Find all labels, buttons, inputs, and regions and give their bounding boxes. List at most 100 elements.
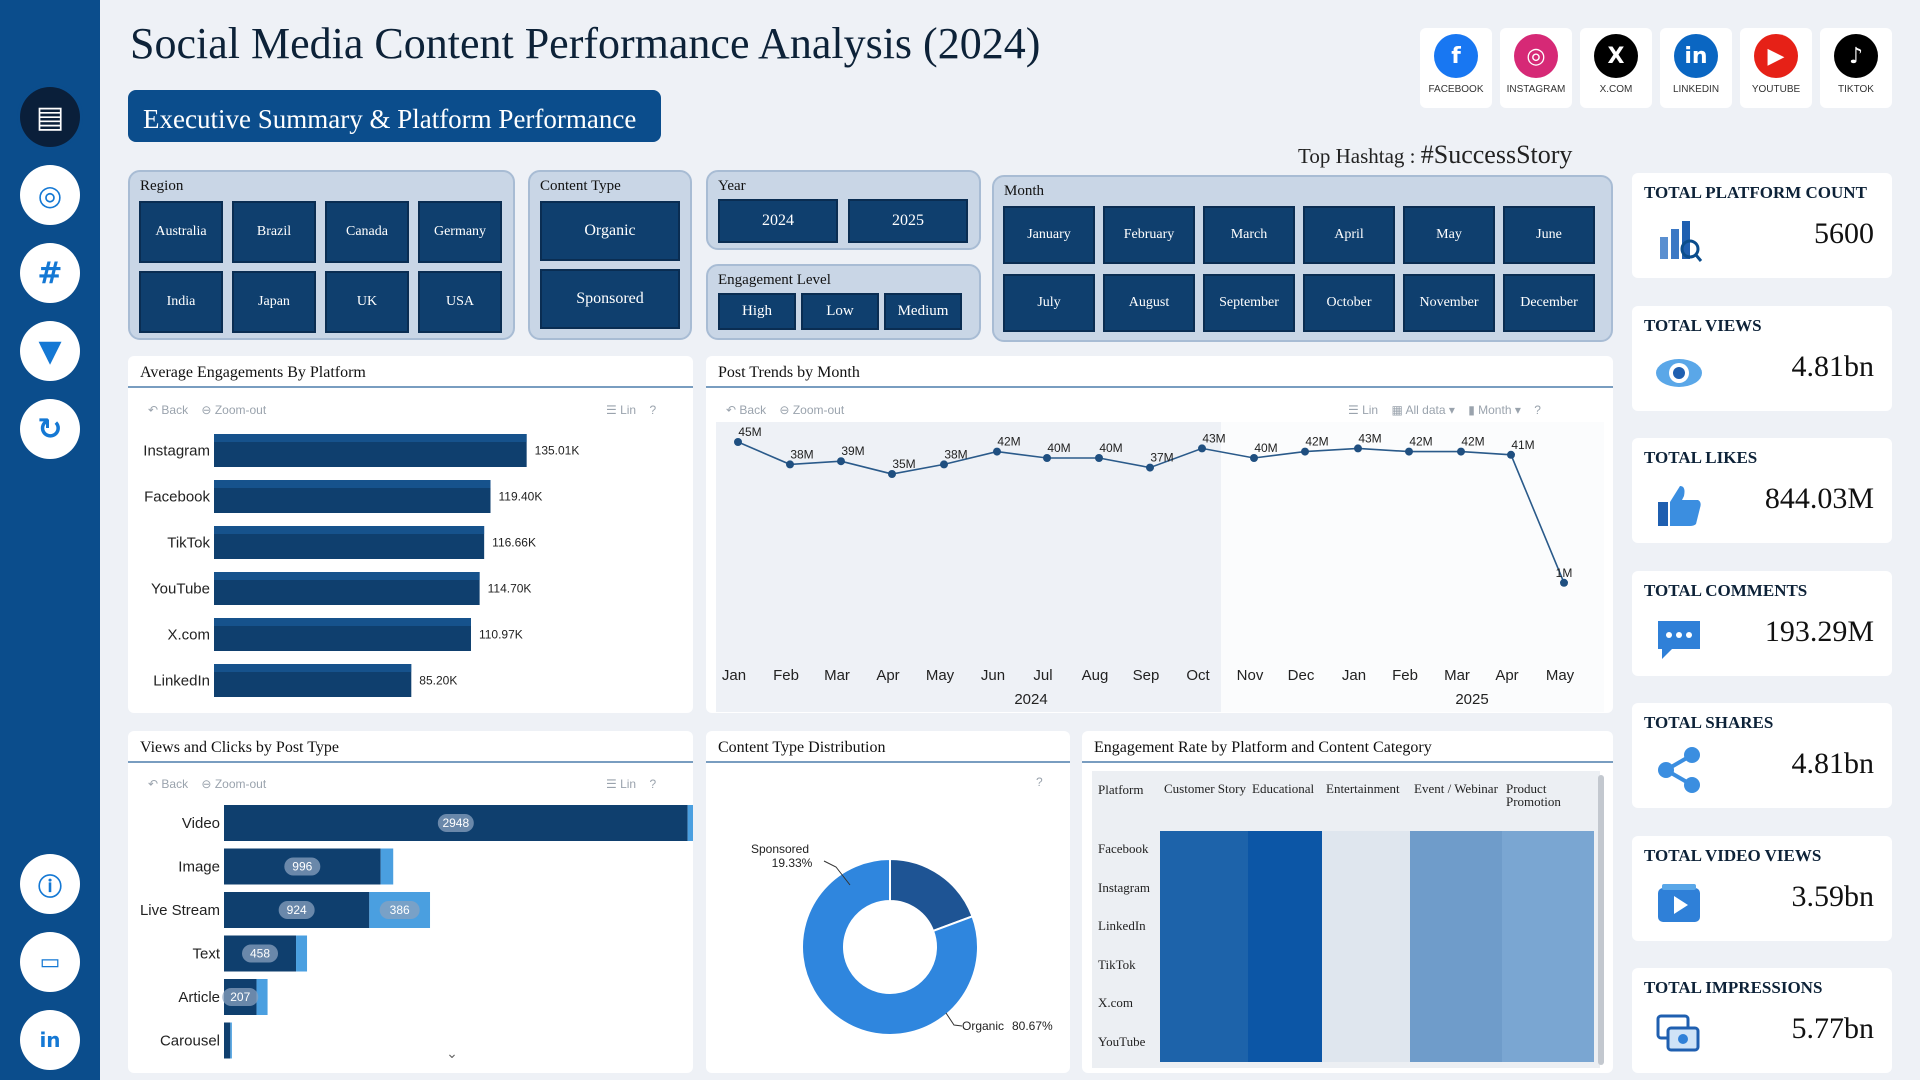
social-link-linkedin[interactable]: in LINKEDIN xyxy=(1660,28,1732,108)
back-button[interactable]: ↶ Back xyxy=(148,777,189,791)
trend-point-14[interactable] xyxy=(1457,447,1465,456)
help-icon[interactable]: ? xyxy=(649,403,657,417)
trend-point-1[interactable] xyxy=(786,460,794,469)
year-2025-button[interactable]: 2025 xyxy=(848,199,968,243)
trend-point-15[interactable] xyxy=(1507,450,1515,459)
heatmap-cell[interactable] xyxy=(1410,869,1502,908)
heatmap-cell[interactable] xyxy=(1410,1023,1502,1062)
heatmap-cell[interactable] xyxy=(1502,869,1594,908)
region-uk-button[interactable]: UK xyxy=(325,271,409,333)
heatmap-cell[interactable] xyxy=(1410,985,1502,1024)
trend-point-16[interactable] xyxy=(1560,578,1568,587)
social-link-youtube[interactable]: ▶ YOUTUBE xyxy=(1740,28,1812,108)
region-germany-button[interactable]: Germany xyxy=(418,201,502,263)
trend-point-7[interactable] xyxy=(1095,454,1103,462)
trend-point-6[interactable] xyxy=(1043,454,1051,462)
target-nav-button[interactable]: ◎ xyxy=(20,165,80,225)
filter-nav-button[interactable]: ▼ xyxy=(20,321,80,381)
content-type-sponsored-button[interactable]: Sponsored xyxy=(540,269,680,329)
month-february-button[interactable]: February xyxy=(1103,206,1195,264)
help-icon[interactable]: ? xyxy=(1036,775,1043,789)
zoom-out-button[interactable]: ⊖ Zoom-out xyxy=(779,403,845,417)
social-link-facebook[interactable]: f FACEBOOK xyxy=(1420,28,1492,108)
month-dropdown[interactable]: ▮ Month ▾ xyxy=(1468,403,1521,417)
heatmap-cell[interactable] xyxy=(1160,946,1248,985)
help-icon[interactable]: ? xyxy=(1534,403,1541,417)
lin-toggle[interactable]: ☰ Lin xyxy=(1348,403,1379,417)
heatmap-cell[interactable] xyxy=(1502,985,1594,1024)
zoom-out-button[interactable]: ⊖ Zoom-out xyxy=(201,777,267,791)
social-link-tiktok[interactable]: ♪ TIKTOK xyxy=(1820,28,1892,108)
lin-toggle[interactable]: ☰ Lin xyxy=(606,403,637,417)
heatmap-cell[interactable] xyxy=(1160,908,1248,947)
engagement-low-button[interactable]: Low xyxy=(801,293,879,330)
back-button[interactable]: ↶ Back xyxy=(726,403,767,417)
month-december-button[interactable]: December xyxy=(1503,274,1595,332)
month-november-button[interactable]: November xyxy=(1403,274,1495,332)
trend-point-0[interactable] xyxy=(734,438,742,446)
clicks-bar-3[interactable] xyxy=(296,935,308,972)
month-september-button[interactable]: September xyxy=(1203,274,1295,332)
back-button[interactable]: ↶ Back xyxy=(148,403,189,417)
lin-toggle[interactable]: ☰ Lin xyxy=(606,777,637,791)
trend-point-3[interactable] xyxy=(888,470,896,478)
region-usa-button[interactable]: USA xyxy=(418,271,502,333)
heatmap-cell[interactable] xyxy=(1160,1023,1248,1062)
region-canada-button[interactable]: Canada xyxy=(325,201,409,263)
heatmap-cell[interactable] xyxy=(1322,946,1410,985)
scroll-down-icon[interactable]: ⌄ xyxy=(446,1046,458,1062)
qa-nav-button[interactable]: ▭ xyxy=(20,932,80,992)
trend-point-5[interactable] xyxy=(993,447,1001,456)
trend-point-4[interactable] xyxy=(940,460,948,469)
heatmap-cell[interactable] xyxy=(1248,946,1322,985)
month-may-button[interactable]: May xyxy=(1403,206,1495,264)
zoom-out-button[interactable]: ⊖ Zoom-out xyxy=(201,403,267,417)
heatmap-cell[interactable] xyxy=(1502,946,1594,985)
help-icon[interactable]: ? xyxy=(649,777,657,791)
month-march-button[interactable]: March xyxy=(1203,206,1295,264)
trend-point-13[interactable] xyxy=(1405,447,1413,456)
heatmap-cell[interactable] xyxy=(1248,908,1322,947)
heatmap-cell[interactable] xyxy=(1502,831,1594,870)
trend-point-10[interactable] xyxy=(1250,454,1258,462)
region-india-button[interactable]: India xyxy=(139,271,223,333)
trend-point-2[interactable] xyxy=(837,457,845,466)
month-october-button[interactable]: October xyxy=(1303,274,1395,332)
heatmap-cell[interactable] xyxy=(1248,1023,1322,1062)
content-type-organic-button[interactable]: Organic xyxy=(540,201,680,261)
trend-point-8[interactable] xyxy=(1146,463,1154,472)
social-link-xcom[interactable]: X X.COM xyxy=(1580,28,1652,108)
trend-point-12[interactable] xyxy=(1354,444,1362,453)
heatmap-cell[interactable] xyxy=(1248,985,1322,1024)
region-australia-button[interactable]: Australia xyxy=(139,201,223,263)
month-january-button[interactable]: January xyxy=(1003,206,1095,264)
year-2024-button[interactable]: 2024 xyxy=(718,199,838,243)
heatmap-cell[interactable] xyxy=(1322,831,1410,870)
linkedin-nav-button[interactable]: in xyxy=(20,1010,80,1070)
engagement-high-button[interactable]: High xyxy=(718,293,796,330)
heatmap-cell[interactable] xyxy=(1502,1023,1594,1062)
clicks-bar-4[interactable] xyxy=(256,979,268,1015)
region-brazil-button[interactable]: Brazil xyxy=(232,201,316,263)
heatmap-cell[interactable] xyxy=(1410,946,1502,985)
clicks-bar-1[interactable] xyxy=(380,848,394,885)
heatmap-cell[interactable] xyxy=(1502,908,1594,947)
month-august-button[interactable]: August xyxy=(1103,274,1195,332)
heatmap-cell[interactable] xyxy=(1322,985,1410,1024)
heatmap-cell[interactable] xyxy=(1160,985,1248,1024)
engagement-medium-button[interactable]: Medium xyxy=(884,293,962,330)
month-june-button[interactable]: June xyxy=(1503,206,1595,264)
donut-slice-organic[interactable] xyxy=(801,857,979,1036)
trend-point-9[interactable] xyxy=(1198,444,1206,453)
hashtag-nav-button[interactable]: # xyxy=(20,243,80,303)
clicks-bar-0[interactable] xyxy=(687,805,693,841)
social-link-instagram[interactable]: ◎ INSTAGRAM xyxy=(1500,28,1572,108)
month-july-button[interactable]: July xyxy=(1003,274,1095,332)
reset-nav-button[interactable]: ↻ xyxy=(20,399,80,459)
heatmap-cell[interactable] xyxy=(1322,908,1410,947)
region-japan-button[interactable]: Japan xyxy=(232,271,316,333)
table-scrollbar[interactable] xyxy=(1598,775,1604,1065)
trend-point-11[interactable] xyxy=(1301,447,1309,456)
heatmap-cell[interactable] xyxy=(1410,908,1502,947)
heatmap-cell[interactable] xyxy=(1160,869,1248,908)
